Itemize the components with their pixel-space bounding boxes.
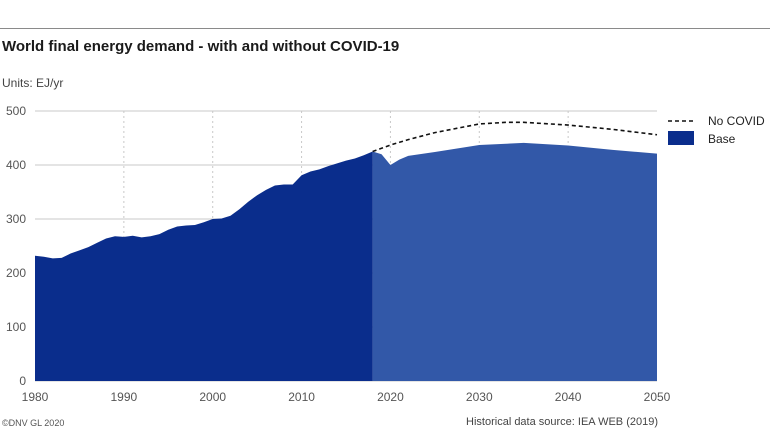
x-tick-label-2030: 2030 xyxy=(466,390,493,404)
legend-no-covid-label: No COVID xyxy=(708,114,765,128)
top-rule xyxy=(0,28,770,29)
y-tick-label-400: 400 xyxy=(6,158,26,172)
base-historical-area xyxy=(35,151,373,381)
line-layer xyxy=(372,121,658,153)
base-projection-area xyxy=(372,142,657,381)
legend-base-label: Base xyxy=(708,132,736,146)
x-tick-label-2020: 2020 xyxy=(377,390,404,404)
units-label: Units: EJ/yr xyxy=(2,76,64,90)
data-source-note: Historical data source: IEA WEB (2019) xyxy=(466,416,658,428)
y-tick-label-100: 100 xyxy=(6,320,26,334)
x-tick-label-2050: 2050 xyxy=(644,390,671,404)
x-tick-label-2040: 2040 xyxy=(555,390,582,404)
y-tick-label-0: 0 xyxy=(19,374,26,388)
legend: No COVID Base xyxy=(668,114,765,146)
axis-layer: 0 100 200 300 400 500 1980 1990 2000 2010 2020 2030… xyxy=(6,104,671,404)
y-tick-label-200: 200 xyxy=(6,266,26,280)
area-layer xyxy=(35,142,657,381)
x-tick-label-2000: 2000 xyxy=(199,390,226,404)
chart-title: World final energy demand - with and wit… xyxy=(2,38,400,55)
x-tick-label-2010: 2010 xyxy=(288,390,315,404)
x-tick-label-1990: 1990 xyxy=(111,390,138,404)
y-tick-label-500: 500 xyxy=(6,104,26,118)
y-tick-label-300: 300 xyxy=(6,212,26,226)
no-covid-line xyxy=(372,121,658,153)
copyright-note: ©DNV GL 2020 xyxy=(2,418,65,428)
x-tick-label-1980: 1980 xyxy=(22,390,49,404)
legend-base-swatch xyxy=(668,131,694,145)
